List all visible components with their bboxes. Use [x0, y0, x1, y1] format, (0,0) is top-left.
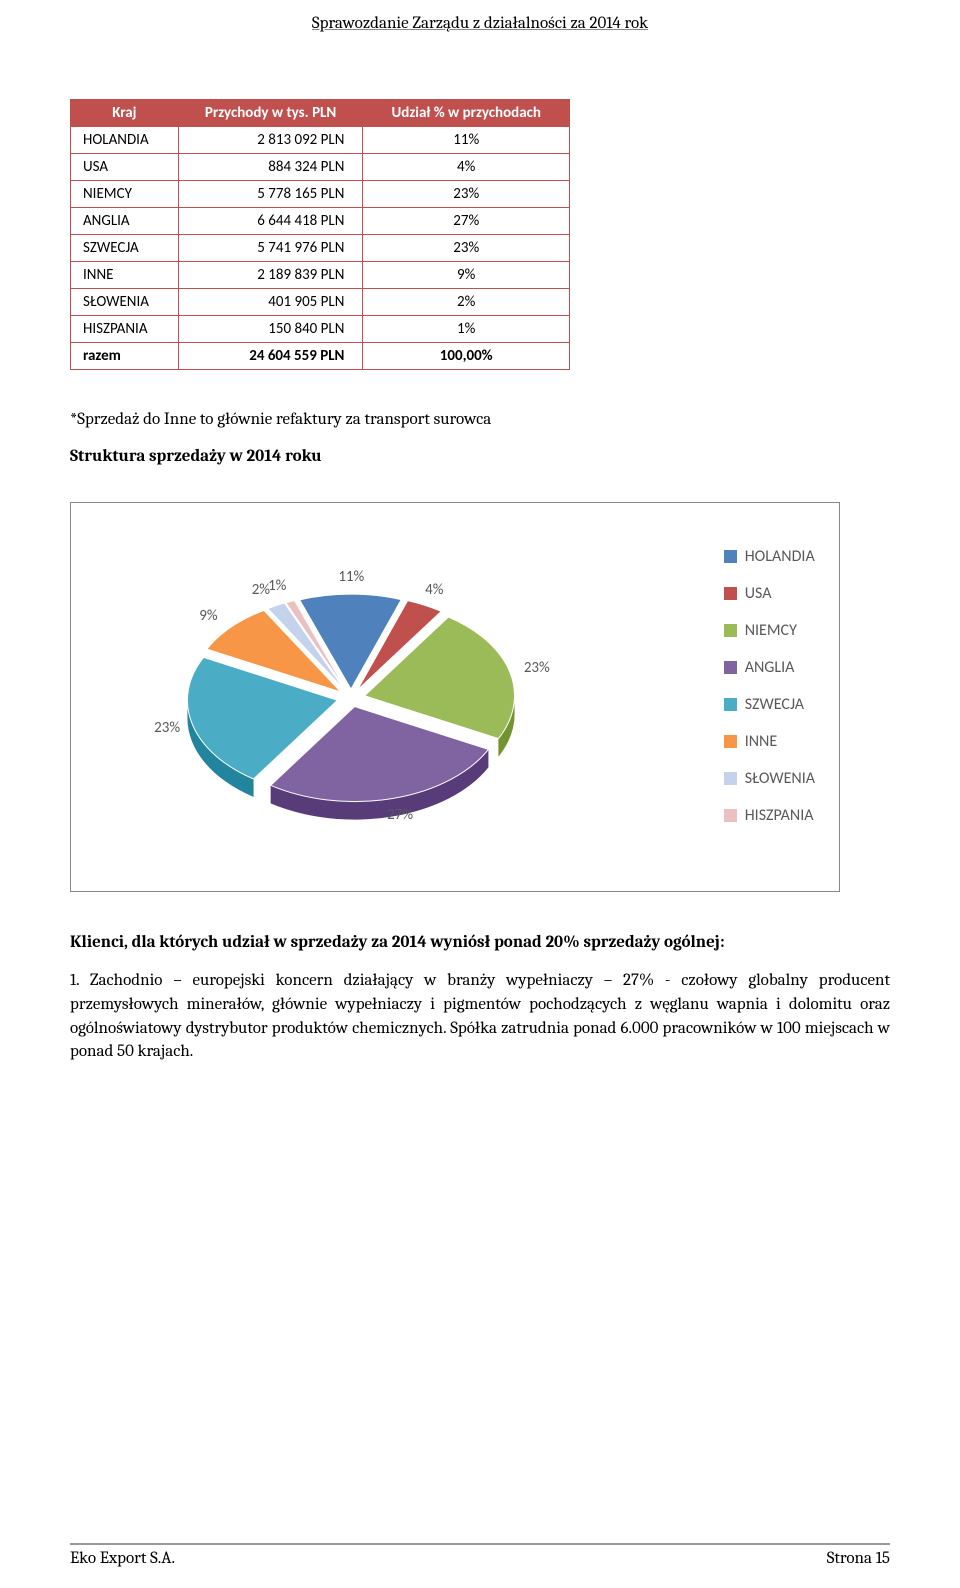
- legend-item: INNE: [724, 732, 815, 751]
- pie-slice-label: 23%: [154, 719, 180, 737]
- cell-country: HOLANDIA: [71, 127, 179, 154]
- legend-label: USA: [745, 584, 772, 603]
- sales-structure-chart: 11%4%23%27%23%9%2%1% HOLANDIAUSANIEMCYAN…: [70, 502, 840, 892]
- legend-item: USA: [724, 584, 815, 603]
- table-row: SŁOWENIA401 905 PLN2%: [71, 289, 570, 316]
- page-footer: Eko Export S.A. Strona 15: [70, 1543, 890, 1568]
- clients-heading: Klienci, dla których udział w sprzedaży …: [70, 932, 890, 955]
- cell-value: 150 840 PLN: [178, 316, 363, 343]
- legend-swatch: [724, 772, 737, 785]
- cell-pct: 9%: [363, 262, 570, 289]
- legend-label: HOLANDIA: [745, 547, 815, 566]
- pie-slice-label: 1%: [268, 577, 286, 595]
- table-row: USA884 324 PLN4%: [71, 154, 570, 181]
- cell-country: SŁOWENIA: [71, 289, 179, 316]
- legend-label: INNE: [745, 732, 778, 751]
- client-item-1: 1. Zachodnio – europejski koncern działa…: [70, 969, 890, 1064]
- cell-pct: 23%: [363, 181, 570, 208]
- cell-pct: 23%: [363, 235, 570, 262]
- footer-company: Eko Export S.A.: [70, 1549, 175, 1568]
- cell-value: 401 905 PLN: [178, 289, 363, 316]
- pie-slice-label: 11%: [338, 568, 364, 586]
- cell-country: ANGLIA: [71, 208, 179, 235]
- th-country: Kraj: [71, 100, 179, 127]
- cell-country: INNE: [71, 262, 179, 289]
- cell-value: 2 813 092 PLN: [178, 127, 363, 154]
- table-row: HOLANDIA2 813 092 PLN11%: [71, 127, 570, 154]
- cell-country: SZWECJA: [71, 235, 179, 262]
- legend-swatch: [724, 624, 737, 637]
- pie-slice-label: 23%: [524, 659, 550, 677]
- cell-country: NIEMCY: [71, 181, 179, 208]
- cell-total-label: razem: [71, 343, 179, 370]
- cell-pct: 11%: [363, 127, 570, 154]
- pie-slice-label: 4%: [425, 581, 443, 599]
- legend-label: HISZPANIA: [745, 806, 814, 825]
- th-share: Udział % w przychodach: [363, 100, 570, 127]
- cell-country: HISZPANIA: [71, 316, 179, 343]
- cell-total-value: 24 604 559 PLN: [178, 343, 363, 370]
- cell-value: 6 644 418 PLN: [178, 208, 363, 235]
- legend-swatch: [724, 698, 737, 711]
- legend-swatch: [724, 661, 737, 674]
- legend-label: SŁOWENIA: [745, 769, 815, 788]
- page-header-title: Sprawozdanie Zarządu z działalności za 2…: [70, 0, 890, 35]
- legend-label: SZWECJA: [745, 695, 804, 714]
- table-row: HISZPANIA150 840 PLN1%: [71, 316, 570, 343]
- legend-item: NIEMCY: [724, 621, 815, 640]
- cell-value: 5 741 976 PLN: [178, 235, 363, 262]
- cell-total-pct: 100,00%: [363, 343, 570, 370]
- cell-value: 2 189 839 PLN: [178, 262, 363, 289]
- cell-pct: 2%: [363, 289, 570, 316]
- legend-label: ANGLIA: [745, 658, 795, 677]
- pie-slice-label: 27%: [387, 806, 413, 824]
- table-total-row: razem24 604 559 PLN100,00%: [71, 343, 570, 370]
- cell-pct: 27%: [363, 208, 570, 235]
- legend-label: NIEMCY: [745, 621, 797, 640]
- chart-heading: Struktura sprzedaży w 2014 roku: [70, 447, 890, 466]
- cell-pct: 1%: [363, 316, 570, 343]
- legend-item: ANGLIA: [724, 658, 815, 677]
- revenue-table: Kraj Przychody w tys. PLN Udział % w prz…: [70, 99, 570, 370]
- legend-item: SZWECJA: [724, 695, 815, 714]
- table-row: ANGLIA6 644 418 PLN27%: [71, 208, 570, 235]
- cell-value: 5 778 165 PLN: [178, 181, 363, 208]
- legend-item: HOLANDIA: [724, 547, 815, 566]
- legend-swatch: [724, 550, 737, 563]
- legend-item: HISZPANIA: [724, 806, 815, 825]
- cell-pct: 4%: [363, 154, 570, 181]
- cell-country: USA: [71, 154, 179, 181]
- legend-item: SŁOWENIA: [724, 769, 815, 788]
- th-revenue: Przychody w tys. PLN: [178, 100, 363, 127]
- footer-page-number: Strona 15: [827, 1549, 890, 1568]
- table-row: NIEMCY5 778 165 PLN23%: [71, 181, 570, 208]
- table-row: INNE2 189 839 PLN9%: [71, 262, 570, 289]
- legend-swatch: [724, 587, 737, 600]
- pie-slice-label: 9%: [199, 607, 217, 625]
- footnote-text: *Sprzedaż do Inne to głównie refaktury z…: [70, 410, 890, 429]
- cell-value: 884 324 PLN: [178, 154, 363, 181]
- table-row: SZWECJA5 741 976 PLN23%: [71, 235, 570, 262]
- legend-swatch: [724, 735, 737, 748]
- legend-swatch: [724, 809, 737, 822]
